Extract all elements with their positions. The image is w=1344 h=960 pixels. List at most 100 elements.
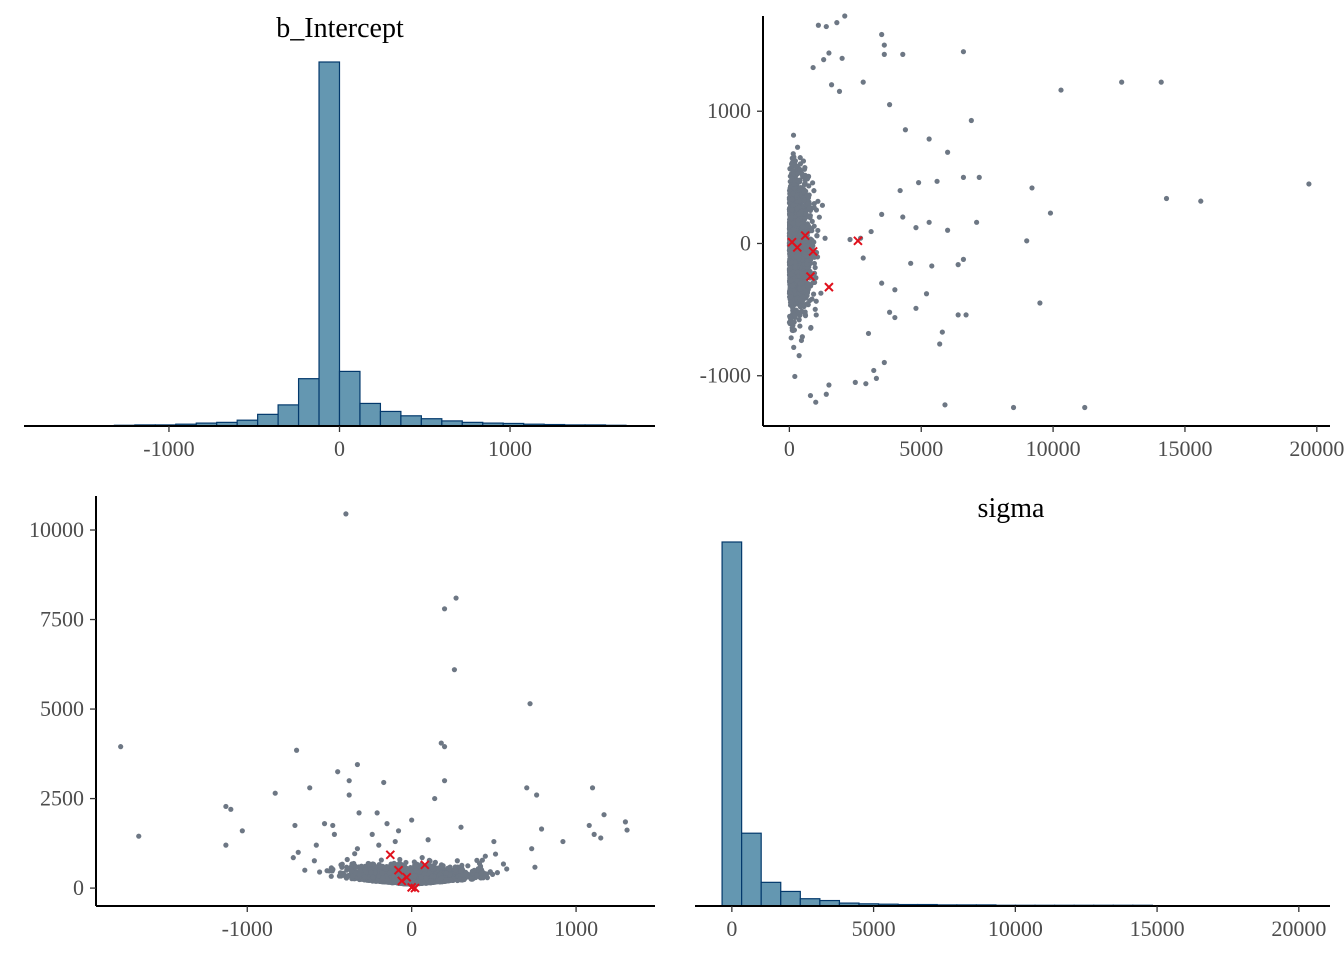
scatter-point: [813, 275, 819, 281]
scatter-point: [801, 181, 808, 188]
scatter-point: [788, 278, 794, 284]
divergent-marker: [385, 850, 396, 860]
y-tick-label-scatter-1: 0: [740, 230, 751, 255]
scatter-point: [789, 325, 795, 331]
scatter-point: [335, 769, 341, 775]
scatter-point: [458, 824, 464, 830]
scatter-point: [321, 821, 328, 827]
scatter-point: [908, 260, 914, 266]
scatter-point: [458, 868, 464, 874]
y-tick-label-scatter-2: 10000: [29, 517, 84, 542]
scatter-point: [900, 51, 906, 57]
scatter-point: [926, 136, 932, 142]
scatter-point: [494, 870, 501, 876]
scatter-point: [799, 171, 805, 177]
scatter-point: [453, 595, 459, 601]
scatter-point: [810, 64, 816, 71]
scatter-point: [797, 323, 803, 329]
scatter-point: [798, 184, 804, 191]
scatter-point: [346, 778, 352, 784]
scatter-point: [811, 205, 817, 211]
scatter-point: [799, 271, 805, 277]
scatter-point: [797, 296, 803, 303]
scatter-point: [622, 819, 629, 825]
scatter-point: [790, 305, 796, 311]
scatter-point: [796, 211, 802, 217]
scatter-point: [446, 866, 452, 872]
scatter-point: [797, 303, 803, 309]
scatter-point: [452, 864, 458, 870]
scatter-point: [797, 166, 803, 172]
x-tick-label-scatter-2: 0: [406, 916, 417, 941]
scatter-point: [368, 869, 374, 876]
scatter-point: [809, 218, 815, 224]
scatter-point: [439, 875, 445, 881]
scatter-point: [811, 188, 817, 194]
scatter-point: [479, 857, 485, 863]
scatter-point: [790, 220, 797, 226]
scatter-point: [815, 227, 821, 234]
scatter-point: [860, 79, 866, 85]
scatter-point: [328, 873, 334, 879]
scatter-point: [819, 202, 826, 208]
y-tick-label-scatter-2: 2500: [40, 786, 84, 811]
scatter-point: [963, 312, 969, 318]
scatter-point: [624, 827, 630, 833]
scatter-point: [788, 271, 794, 277]
scatter-point: [311, 858, 317, 864]
scatter-point: [810, 291, 817, 297]
scatter-point: [352, 864, 359, 870]
scatter-point: [292, 822, 298, 829]
panel-title-sigma: sigma: [978, 493, 1045, 524]
scatter-point: [295, 849, 301, 855]
histogram-bar: [721, 541, 743, 907]
scatter-point: [478, 870, 484, 877]
y-tick-label-scatter-1: -1000: [700, 363, 751, 388]
scatter-point: [392, 838, 398, 845]
scatter-point: [792, 259, 798, 265]
scatter-point: [805, 284, 812, 290]
scatter-point: [847, 236, 853, 243]
scatter-point: [836, 88, 843, 94]
scatter-point: [429, 873, 435, 879]
scatter-point: [432, 795, 438, 802]
scatter-point: [136, 833, 142, 839]
scatter-point: [439, 864, 446, 870]
scatter-point: [811, 223, 817, 229]
x-tick-label-sigma: 20000: [1271, 916, 1326, 941]
scatter-point: [976, 174, 982, 180]
scatter-point: [330, 822, 336, 829]
scatter-point: [810, 180, 816, 186]
scatter-point: [471, 867, 477, 873]
scatter-point: [376, 842, 382, 848]
scatter-point: [395, 828, 402, 834]
scatter-point: [1198, 198, 1204, 204]
scatter-point: [348, 868, 355, 874]
scatter-point: [942, 402, 948, 408]
scatter-point: [804, 261, 810, 267]
scatter-point: [402, 863, 408, 870]
scatter-point: [795, 170, 801, 177]
scatter-point: [806, 183, 812, 189]
histogram-bar: [297, 378, 320, 427]
scatter-point: [868, 228, 874, 235]
scatter-point: [796, 317, 802, 323]
scatter-point: [805, 223, 812, 229]
scatter-point: [865, 330, 872, 337]
panel-title-b-intercept: b_Intercept: [276, 13, 404, 44]
divergent-marker: [824, 282, 834, 292]
scatter-point: [834, 20, 840, 26]
scatter-point: [369, 831, 375, 837]
scatter-point: [788, 294, 794, 300]
scatter-point: [293, 747, 300, 753]
scatter-point: [419, 855, 425, 861]
scatter-point: [492, 851, 499, 857]
y-tick-label-scatter-2: 0: [73, 875, 84, 900]
scatter-point: [787, 265, 793, 271]
scatter-point: [532, 864, 538, 870]
scatter-point: [839, 55, 845, 61]
scatter-point: [915, 180, 922, 186]
scatter-point: [786, 233, 793, 239]
scatter-point: [886, 102, 893, 108]
scatter-point: [823, 391, 829, 397]
